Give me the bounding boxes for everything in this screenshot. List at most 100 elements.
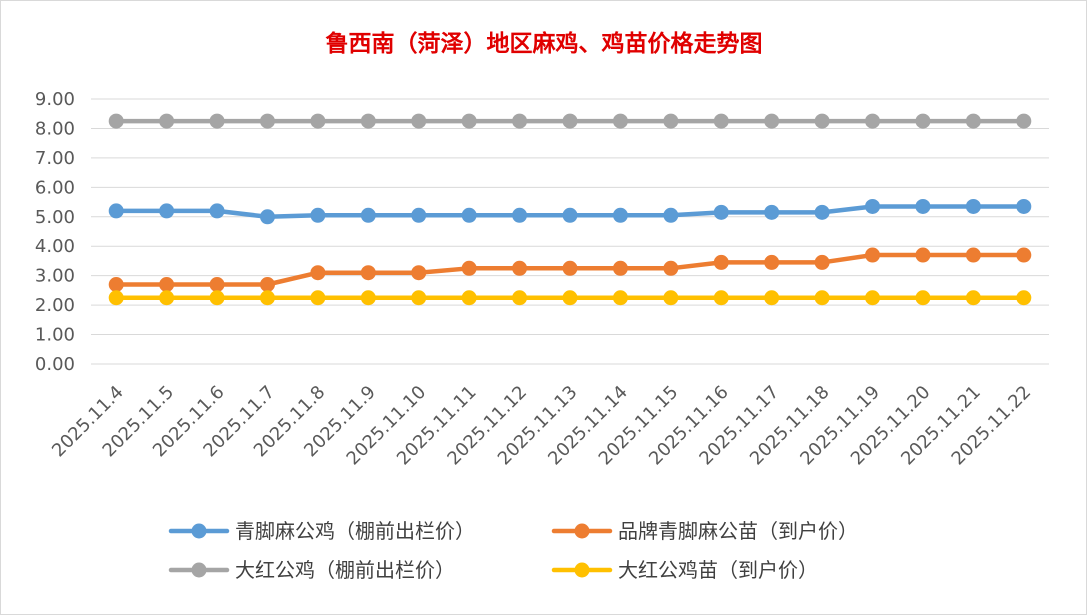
data-point	[814, 290, 830, 306]
legend-item: 青脚麻公鸡（棚前出栏价）	[168, 519, 475, 543]
data-point	[663, 260, 679, 276]
data-point	[713, 290, 729, 306]
data-point	[865, 198, 881, 214]
data-point	[159, 277, 175, 292]
data-point	[915, 198, 931, 214]
series-0	[108, 198, 1032, 225]
x-axis-ticks: 2025.11.42025.11.52025.11.62025.11.72025…	[48, 382, 1035, 470]
legend-label: 大红公鸡（棚前出栏价）	[235, 558, 455, 582]
data-point	[814, 204, 830, 220]
data-point	[259, 277, 275, 292]
chart-title: 鲁西南（菏泽）地区麻鸡、鸡苗价格走势图	[325, 30, 763, 57]
data-point	[612, 290, 628, 306]
legend-swatch-marker	[191, 562, 207, 578]
data-point	[360, 290, 376, 306]
data-point	[612, 113, 628, 129]
data-point	[159, 290, 175, 306]
data-point	[512, 207, 528, 223]
data-point	[108, 203, 124, 219]
legend-item: 大红公鸡苗（到户价）	[551, 558, 818, 582]
data-point	[965, 247, 981, 263]
data-point	[612, 207, 628, 223]
data-point	[814, 113, 830, 129]
data-point	[360, 207, 376, 223]
y-tick-label: 9.00	[35, 89, 75, 110]
legend-item: 品牌青脚麻公苗（到户价）	[551, 519, 858, 543]
data-point	[562, 113, 578, 129]
data-point	[764, 113, 780, 129]
data-point	[461, 290, 477, 306]
data-point	[411, 290, 427, 306]
data-point	[562, 207, 578, 223]
data-point	[411, 113, 427, 129]
data-point	[159, 203, 175, 219]
y-tick-label: 1.00	[35, 325, 75, 346]
data-point	[663, 290, 679, 306]
series-3	[108, 290, 1032, 306]
legend-swatch-marker	[574, 523, 590, 539]
gridlines	[91, 98, 1049, 365]
data-point	[108, 290, 124, 306]
y-tick-label: 2.00	[35, 295, 75, 316]
legend-item: 大红公鸡（棚前出栏价）	[168, 558, 455, 582]
data-point	[411, 265, 427, 281]
y-tick-label: 7.00	[35, 148, 75, 169]
data-point	[764, 204, 780, 220]
series-2	[108, 113, 1032, 129]
data-point	[512, 290, 528, 306]
y-axis-ticks: 0.00 1.00 2.00 3.00 4.00 5.00 6.00 7.00 8.00 9.00	[35, 89, 75, 375]
data-point	[360, 265, 376, 281]
data-point	[411, 207, 427, 223]
data-point	[1016, 198, 1032, 214]
data-point	[663, 113, 679, 129]
data-point	[713, 113, 729, 129]
data-point	[814, 254, 830, 270]
y-tick-label: 8.00	[35, 118, 75, 139]
data-point	[209, 290, 225, 306]
data-point	[259, 113, 275, 129]
data-point	[1016, 247, 1032, 263]
data-point	[764, 254, 780, 270]
data-point	[108, 113, 124, 129]
data-point	[713, 254, 729, 270]
data-point	[461, 260, 477, 276]
legend-label: 大红公鸡苗（到户价）	[618, 558, 818, 582]
data-point	[108, 277, 124, 292]
series-1	[108, 247, 1032, 292]
legend-swatch-marker	[574, 562, 590, 578]
legend-label: 青脚麻公鸡（棚前出栏价）	[235, 519, 475, 543]
legend: 青脚麻公鸡（棚前出栏价） 品牌青脚麻公苗（到户价） 大红公鸡（棚前出栏价） 大红公鸡苗…	[168, 519, 858, 582]
data-point	[915, 290, 931, 306]
series-lines	[108, 113, 1032, 306]
data-point	[562, 260, 578, 276]
data-point	[713, 204, 729, 220]
data-point	[663, 207, 679, 223]
data-point	[159, 113, 175, 129]
data-point	[865, 290, 881, 306]
data-point	[360, 113, 376, 129]
data-point	[310, 207, 326, 223]
legend-label: 品牌青脚麻公苗（到户价）	[618, 519, 858, 543]
y-tick-label: 4.00	[35, 236, 75, 257]
data-point	[965, 290, 981, 306]
data-point	[209, 203, 225, 219]
data-point	[512, 113, 528, 129]
data-point	[612, 260, 628, 276]
data-point	[965, 113, 981, 129]
data-point	[965, 198, 981, 214]
y-tick-label: 3.00	[35, 266, 75, 287]
data-point	[865, 247, 881, 263]
data-point	[209, 113, 225, 129]
data-point	[512, 260, 528, 276]
data-point	[915, 113, 931, 129]
data-point	[461, 113, 477, 129]
y-tick-label: 5.00	[35, 207, 75, 228]
data-point	[562, 290, 578, 306]
data-point	[310, 265, 326, 281]
data-point	[915, 247, 931, 263]
data-point	[461, 207, 477, 223]
legend-swatch-marker	[191, 523, 207, 539]
data-point	[1016, 113, 1032, 129]
data-point	[259, 209, 275, 225]
